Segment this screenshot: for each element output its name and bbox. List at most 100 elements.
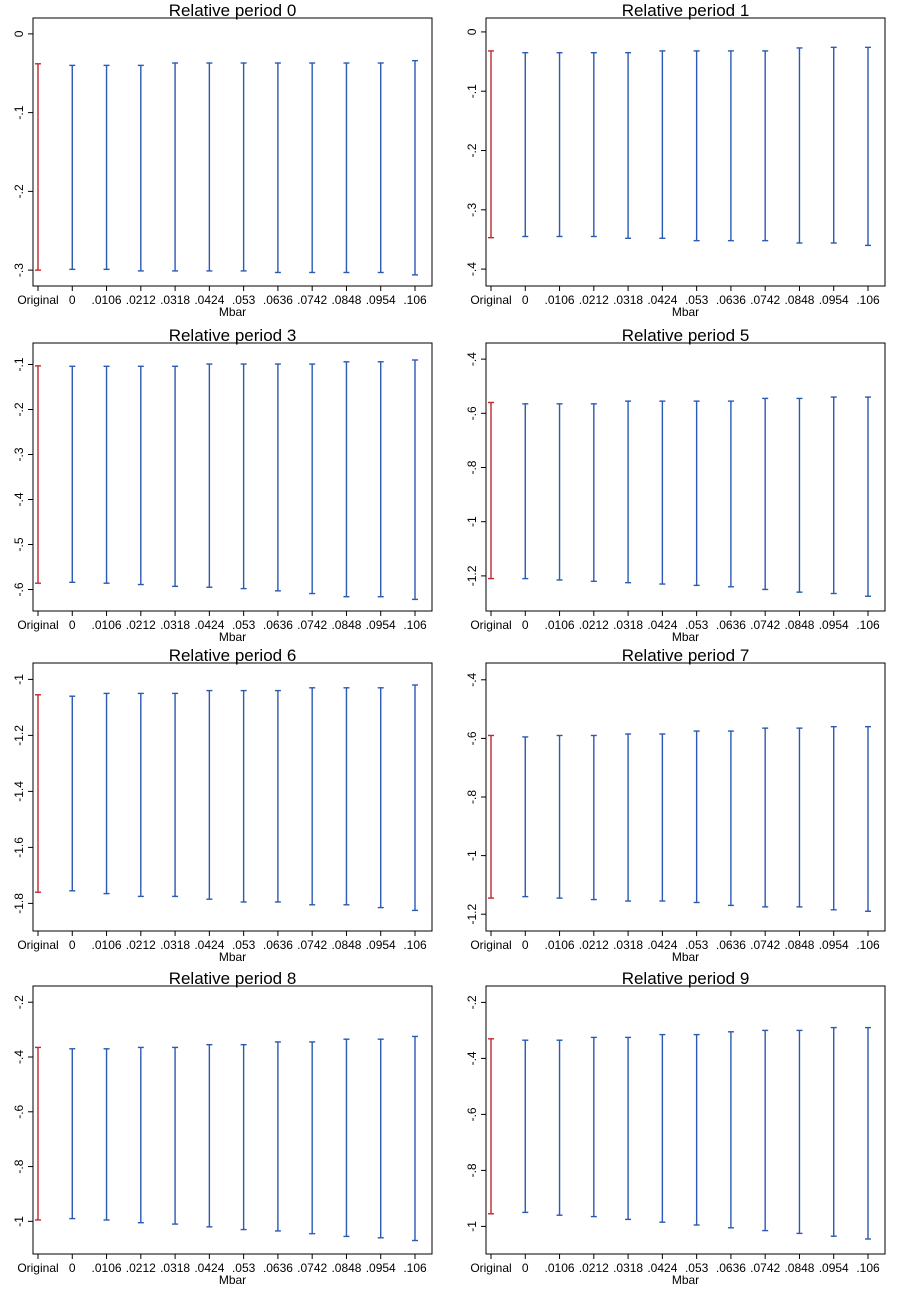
sensitivity-interval <box>625 1036 632 1221</box>
x-tick-label: .0954 <box>366 618 396 632</box>
x-tick-label: .0636 <box>263 938 293 952</box>
x-tick-label: .0636 <box>716 618 746 632</box>
sensitivity-interval <box>377 687 384 909</box>
sensitivity-interval <box>796 397 803 593</box>
sensitivity-interval <box>796 47 803 244</box>
sensitivity-interval <box>206 1043 213 1228</box>
x-tick-label: .053 <box>232 1261 256 1275</box>
y-tick-label: -.6 <box>12 582 26 596</box>
x-tick-label: 0 <box>69 618 76 632</box>
chart-svg: Relative period 5 -.4 -.6 -.8 -1 -1.2 Original… <box>465 326 886 644</box>
chart-panel: Relative period 1 0 -.1 -.2 -.3 -.4 Original 0.… <box>453 0 906 322</box>
y-tick-label: -.2 <box>12 402 26 416</box>
chart-svg: Relative period 9 -.2 -.4 -.6 -.8 -1 Original 0… <box>465 969 886 1287</box>
sensitivity-interval <box>693 50 700 242</box>
y-tick-label: 0 <box>465 28 479 35</box>
x-tick-label: .0424 <box>647 618 677 632</box>
sensitivity-interval <box>522 51 529 238</box>
x-tick-label: .0106 <box>92 1261 122 1275</box>
x-tick-label: .0742 <box>750 938 780 952</box>
sensitivity-interval <box>274 363 281 592</box>
sensitivity-interval <box>625 51 632 239</box>
sensitivity-interval <box>309 363 316 595</box>
x-tick-label: .0212 <box>126 1261 156 1275</box>
x-tick-label: .0318 <box>613 293 643 307</box>
chart-svg: Relative period 1 0 -.1 -.2 -.3 -.4 Original 0.… <box>465 1 886 319</box>
sensitivity-interval <box>274 62 281 274</box>
sensitivity-interval <box>830 46 837 244</box>
y-tick-label: -.6 <box>12 1104 26 1118</box>
y-tick-label: -1.8 <box>12 893 26 914</box>
x-axis-label: Mbar <box>219 630 246 644</box>
y-tick-label: -1.2 <box>465 904 479 925</box>
sensitivity-interval <box>865 725 871 912</box>
x-tick-label: .0954 <box>366 293 396 307</box>
x-tick-label: Original <box>470 293 511 307</box>
x-tick-label: .106 <box>403 1261 427 1275</box>
sensitivity-interval <box>625 400 632 584</box>
x-tick-label: .0848 <box>784 293 814 307</box>
sensitivity-interval <box>659 1033 666 1223</box>
x-tick-label: .053 <box>685 1261 709 1275</box>
x-tick-label: 0 <box>522 1261 529 1275</box>
x-tick-label: .0318 <box>160 1261 190 1275</box>
x-tick-label: 0 <box>522 293 529 307</box>
sensitivity-interval <box>659 733 666 902</box>
x-tick-label: .053 <box>232 618 256 632</box>
y-tick-label: -1 <box>465 1221 479 1232</box>
x-tick-label: .0106 <box>92 293 122 307</box>
x-tick-label: .106 <box>856 293 880 307</box>
x-tick-label: .0424 <box>647 1261 677 1275</box>
x-tick-label: 0 <box>69 938 76 952</box>
y-tick-label: -.2 <box>12 184 26 198</box>
x-tick-label: .0636 <box>716 293 746 307</box>
y-tick-label: -.8 <box>12 1159 26 1173</box>
chart-svg: Relative period 8 -.2 -.4 -.6 -.8 -1 Original 0… <box>12 969 433 1287</box>
y-tick-label: -1.2 <box>12 725 26 746</box>
sensitivity-interval <box>590 51 597 238</box>
y-tick-label: -1.4 <box>12 781 26 802</box>
x-axis-label: Mbar <box>672 630 699 644</box>
x-tick-label: .0636 <box>263 293 293 307</box>
chart-panel: Relative period 9 -.2 -.4 -.6 -.8 -1 Original 0… <box>453 968 906 1290</box>
sensitivity-interval <box>590 1036 597 1218</box>
y-tick-label: -.6 <box>465 731 479 745</box>
sensitivity-interval <box>625 733 632 902</box>
chart-title: Relative period 6 <box>169 646 297 665</box>
x-tick-label: .0424 <box>647 293 677 307</box>
x-axis-label: Mbar <box>672 950 699 964</box>
sensitivity-interval <box>137 365 144 586</box>
y-tick-label: -.4 <box>12 1050 26 1064</box>
sensitivity-interval <box>796 727 803 908</box>
sensitivity-interval <box>796 1029 803 1235</box>
x-tick-label: .0106 <box>545 293 575 307</box>
x-tick-label: .0424 <box>194 293 224 307</box>
sensitivity-interval <box>693 400 700 587</box>
y-tick-label: -.3 <box>465 202 479 216</box>
x-tick-label: .0848 <box>331 618 361 632</box>
sensitivity-interval <box>556 51 563 238</box>
chart-svg: Relative period 6 -1 -1.2 -1.4 -1.6 -1.8 Origi… <box>12 646 433 964</box>
sensitivity-interval <box>274 1041 281 1232</box>
sensitivity-interval <box>172 692 179 898</box>
y-tick-label: -.5 <box>12 537 26 551</box>
x-tick-label: .0636 <box>263 618 293 632</box>
sensitivity-interval <box>309 62 316 274</box>
sensitivity-interval <box>103 1048 110 1221</box>
x-tick-label: .0212 <box>579 293 609 307</box>
x-tick-label: .0106 <box>92 618 122 632</box>
sensitivity-interval <box>762 397 769 591</box>
sensitivity-interval <box>727 400 734 588</box>
x-tick-label: .053 <box>685 938 709 952</box>
x-tick-label: .106 <box>856 1261 880 1275</box>
sensitivity-interval <box>522 1039 529 1214</box>
x-tick-label: Original <box>17 618 58 632</box>
sensitivity-interval <box>865 46 871 247</box>
y-tick-label: -.3 <box>12 447 26 461</box>
y-tick-label: -.8 <box>465 1163 479 1177</box>
x-tick-label: .0742 <box>297 293 327 307</box>
sensitivity-interval <box>693 730 700 904</box>
y-tick-label: -.2 <box>465 995 479 1009</box>
original-interval <box>35 1046 41 1221</box>
sensitivity-interval <box>137 64 144 272</box>
